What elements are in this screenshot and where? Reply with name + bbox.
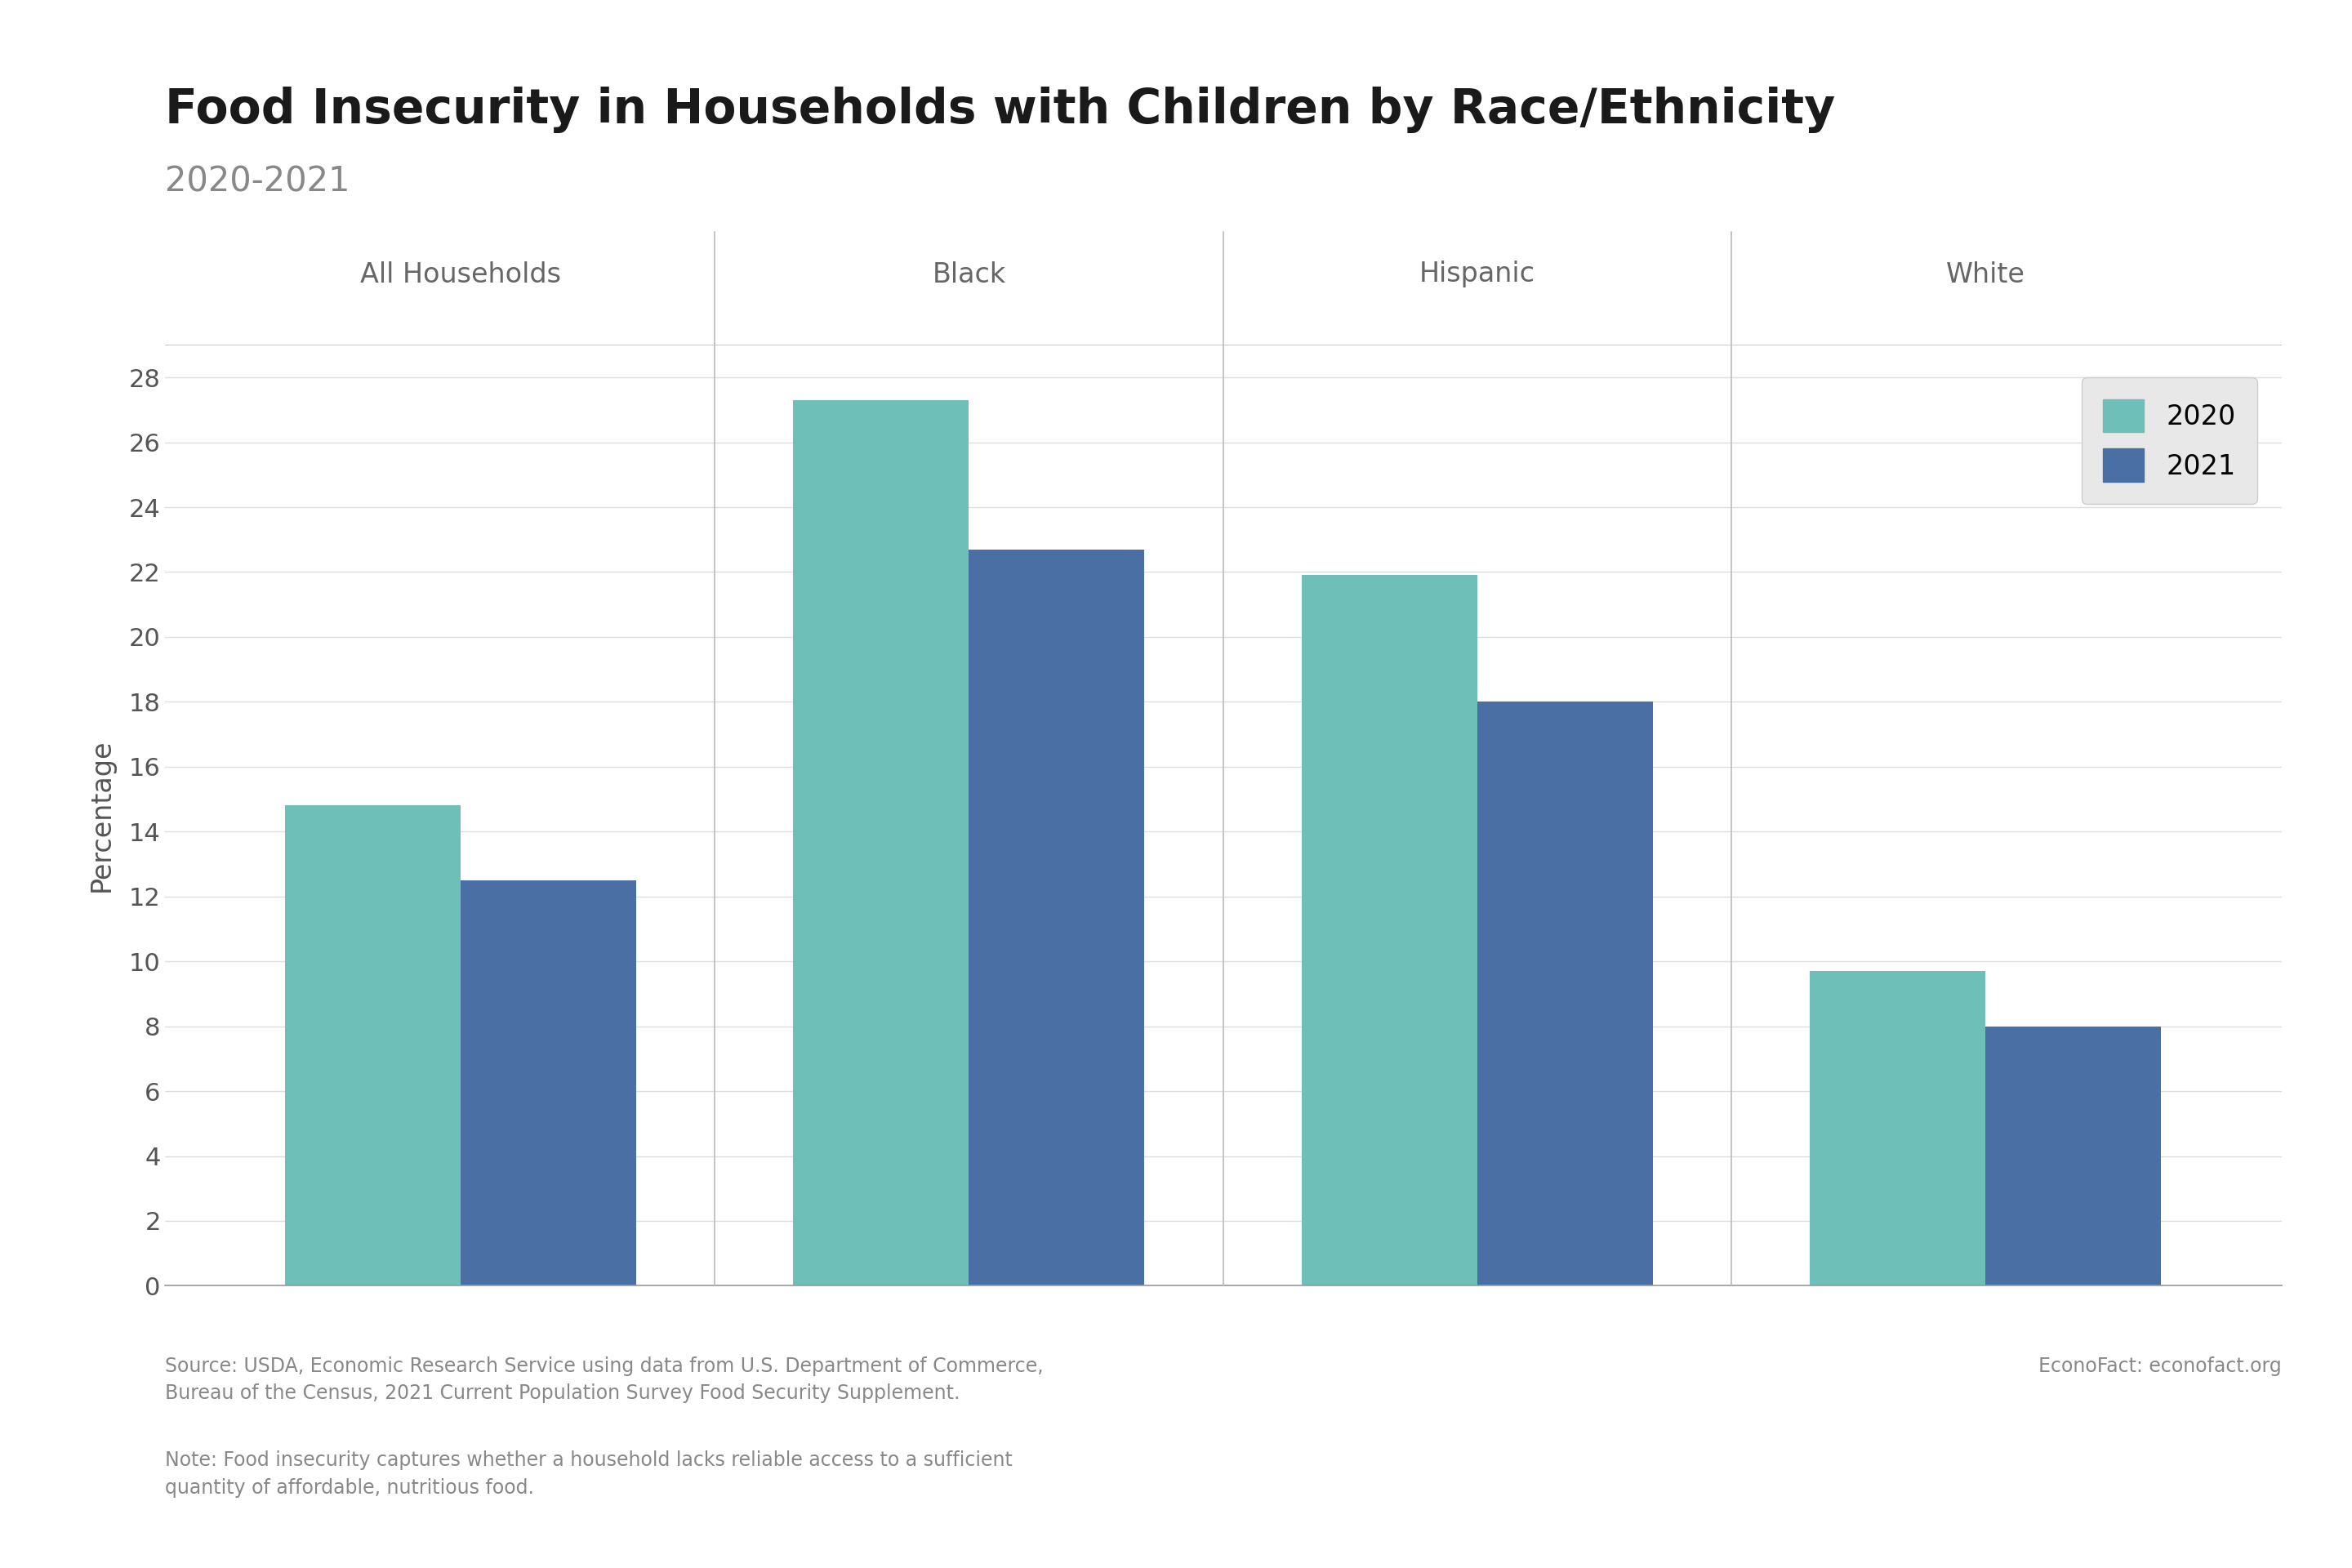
Bar [1301, 575, 1477, 1286]
Bar [1477, 702, 1653, 1286]
Y-axis label: Percentage: Percentage [89, 739, 115, 892]
Text: EconoFact: econofact.org: EconoFact: econofact.org [2039, 1356, 2281, 1377]
Text: Hispanic: Hispanic [1418, 260, 1536, 289]
Text: 2020-2021: 2020-2021 [165, 165, 350, 199]
Text: All Households: All Households [360, 260, 560, 289]
Bar [969, 549, 1145, 1286]
Bar [1811, 971, 1985, 1286]
Bar [1985, 1025, 2161, 1286]
Bar [285, 806, 461, 1286]
Text: Black: Black [931, 260, 1007, 289]
Bar [793, 400, 969, 1286]
Text: Note: Food insecurity captures whether a household lacks reliable access to a su: Note: Food insecurity captures whether a… [165, 1450, 1011, 1497]
Text: Food Insecurity in Households with Children by Race/Ethnicity: Food Insecurity in Households with Child… [165, 86, 1835, 133]
Text: Source: USDA, Economic Research Service using data from U.S. Department of Comme: Source: USDA, Economic Research Service … [165, 1356, 1042, 1403]
Legend: 2020, 2021: 2020, 2021 [2082, 378, 2258, 503]
Text: White: White [1945, 260, 2025, 289]
Bar [461, 880, 635, 1286]
